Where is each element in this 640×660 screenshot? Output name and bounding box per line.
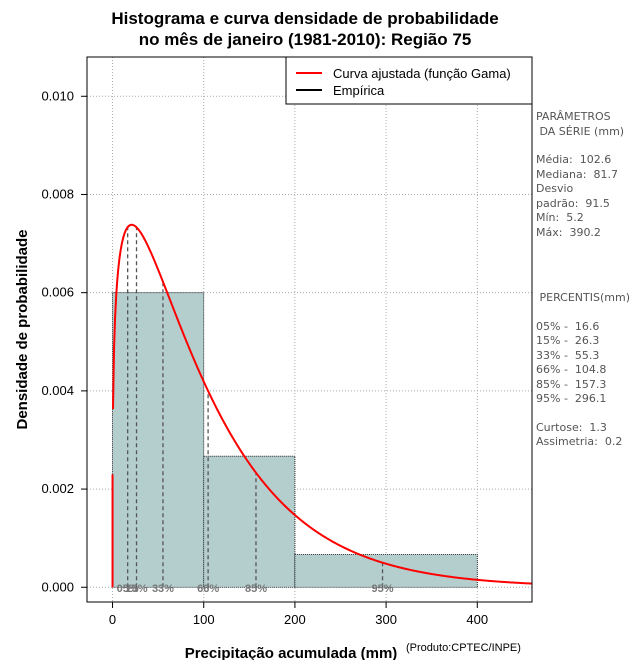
x-tick-label: 0	[109, 612, 116, 627]
y-tick-label: 0.004	[41, 383, 74, 398]
chart-title-line-2: no mês de janeiro (1981-2010): Região 75	[138, 30, 472, 49]
gamma-curve	[111, 223, 533, 585]
stat-media: Média: 102.6	[536, 153, 612, 166]
y-tick-label: 0.010	[41, 88, 74, 103]
y-tick-label: 0.008	[41, 186, 74, 201]
statistics-panel: PARÂMETROS DA SÉRIE (mm) Média: 102.6 Me…	[536, 110, 640, 450]
stat-min: Mín: 5.2	[536, 211, 584, 224]
stat-desvio-label: Desvio	[536, 182, 574, 195]
stat-curtose: Curtose: 1.3	[536, 420, 607, 434]
percentile-marker-label: 05%	[117, 583, 139, 595]
histogram-bar	[203, 455, 296, 588]
x-tick-label: 200	[284, 612, 306, 627]
stat-desvio-value: padrão: 91.5	[536, 196, 610, 210]
x-tick-label: 100	[193, 612, 215, 627]
stat-mediana: Mediana: 81.7	[536, 167, 618, 181]
percentile-95: 95% - 296.1	[536, 392, 607, 405]
y-tick-label: 0.000	[41, 579, 74, 594]
x-tick-label: 300	[375, 612, 397, 627]
percentile-marker-label: 85%	[245, 583, 267, 595]
chart-title: Histograma e curva densidade de probabil…	[0, 8, 610, 50]
y-axis-label: Densidade de probabilidade	[14, 229, 31, 429]
legend-box	[285, 56, 533, 105]
y-tick-label: 0.002	[41, 481, 74, 496]
x-tick-label: 400	[466, 612, 488, 627]
percentile-marker-label: 95%	[372, 583, 394, 595]
percentile-66: 66% - 104.8	[536, 363, 607, 376]
legend-label: Empírica	[333, 83, 385, 98]
legend-label: Curva ajustada (função Gama)	[333, 66, 511, 81]
percentile-05: 05% - 16.6	[536, 319, 600, 333]
percentile-85: 85% - 157.3	[536, 377, 607, 391]
params-subtitle: DA SÉRIE (mm)	[536, 124, 625, 138]
percentile-marker-label: 15%	[125, 583, 147, 595]
histogram-bar	[112, 292, 205, 588]
percentile-15: 15% - 26.3	[536, 334, 600, 347]
stat-max: Máx: 390.2	[536, 225, 601, 239]
credit-text: (Produto:CPTEC/INPE)	[406, 642, 521, 654]
percentis-title: PERCENTIS(mm)	[536, 291, 630, 304]
percentile-marker-label: 66%	[197, 583, 219, 595]
chart-title-line-1: Histograma e curva densidade de probabil…	[111, 9, 499, 28]
percentile-marker-label: 33%	[152, 583, 174, 595]
y-tick-label: 0.006	[41, 285, 74, 300]
percentile-33: 33% - 55.3	[536, 348, 600, 362]
x-axis-label: Precipitação acumulada (mm)	[185, 645, 398, 660]
params-title: PARÂMETROS	[536, 110, 611, 123]
histogram-bar	[294, 553, 478, 588]
stat-assimetria: Assimetria: 0.2	[536, 435, 623, 448]
